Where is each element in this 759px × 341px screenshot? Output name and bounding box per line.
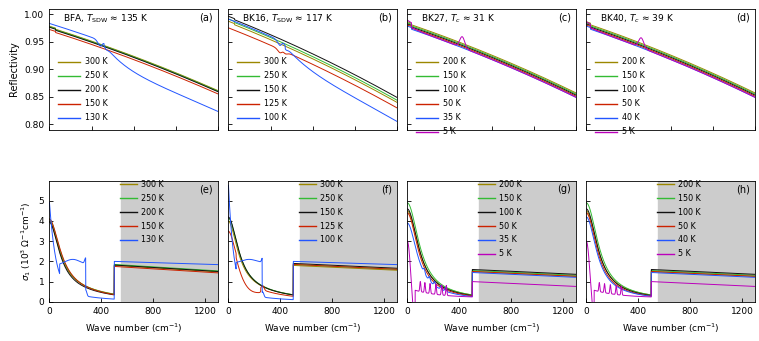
Text: (a): (a) [200,12,213,22]
Text: 130 K: 130 K [85,113,108,122]
X-axis label: Wave number (cm$^{-1}$): Wave number (cm$^{-1}$) [443,321,540,335]
Text: 250 K: 250 K [85,71,108,80]
Text: 40 K: 40 K [622,113,639,122]
Text: (f): (f) [381,184,392,194]
Text: 200 K: 200 K [85,85,108,94]
Bar [121,181,218,302]
Text: 300 K: 300 K [264,57,286,66]
Text: 200 K: 200 K [499,180,521,189]
Text: 5 K: 5 K [442,127,455,136]
Text: (b): (b) [378,12,392,22]
Text: 130 K: 130 K [140,236,163,244]
Text: 150 K: 150 K [622,71,644,80]
Text: 100 K: 100 K [622,85,644,94]
Text: 125 K: 125 K [264,99,287,108]
Text: 50 K: 50 K [442,99,461,108]
Text: 35 K: 35 K [499,236,516,244]
Text: 250 K: 250 K [320,194,342,203]
Text: 300 K: 300 K [85,57,108,66]
Text: 35 K: 35 K [442,113,461,122]
Text: 150 K: 150 K [320,208,342,217]
Text: 150 K: 150 K [678,194,701,203]
Text: 5 K: 5 K [678,249,690,258]
Text: (h): (h) [736,184,750,194]
Text: 250 K: 250 K [140,194,163,203]
Text: 150 K: 150 K [442,71,465,80]
Text: 200 K: 200 K [622,57,644,66]
Text: 150 K: 150 K [264,85,287,94]
Text: 40 K: 40 K [678,236,695,244]
Text: 100 K: 100 K [499,208,521,217]
Text: (d): (d) [736,12,750,22]
Bar [300,181,397,302]
Text: (e): (e) [200,184,213,194]
Text: 125 K: 125 K [320,222,342,231]
X-axis label: Wave number (cm$^{-1}$): Wave number (cm$^{-1}$) [264,321,361,335]
Text: BK16, $T_{\mathrm{SDW}}$ ≈ 117 K: BK16, $T_{\mathrm{SDW}}$ ≈ 117 K [242,12,333,25]
Text: 300 K: 300 K [140,180,163,189]
Bar [479,181,576,302]
Text: 100 K: 100 K [678,208,700,217]
Text: (c): (c) [558,12,571,22]
Text: 50 K: 50 K [678,222,695,231]
Text: 5 K: 5 K [499,249,512,258]
Text: BFA, $T_{\mathrm{SDW}}$ ≈ 135 K: BFA, $T_{\mathrm{SDW}}$ ≈ 135 K [63,12,148,25]
Text: 200 K: 200 K [140,208,163,217]
Text: 250 K: 250 K [264,71,287,80]
Text: 300 K: 300 K [320,180,342,189]
Text: 100 K: 100 K [320,236,342,244]
Text: 50 K: 50 K [499,222,516,231]
Y-axis label: $\sigma_1$ (10$^3$ $\Omega^{-1}$cm$^{-1}$): $\sigma_1$ (10$^3$ $\Omega^{-1}$cm$^{-1}… [19,202,33,281]
Text: 200 K: 200 K [442,57,465,66]
Y-axis label: Reflectivity: Reflectivity [9,42,19,97]
Text: BK27, $T_c$ ≈ 31 K: BK27, $T_c$ ≈ 31 K [420,12,495,25]
Text: 50 K: 50 K [622,99,640,108]
Text: 100 K: 100 K [442,85,465,94]
X-axis label: Wave number (cm$^{-1}$): Wave number (cm$^{-1}$) [622,321,720,335]
Bar [658,181,755,302]
X-axis label: Wave number (cm$^{-1}$): Wave number (cm$^{-1}$) [85,321,183,335]
Text: 100 K: 100 K [264,113,286,122]
Text: 150 K: 150 K [499,194,521,203]
Text: 5 K: 5 K [622,127,635,136]
Text: BK40, $T_c$ ≈ 39 K: BK40, $T_c$ ≈ 39 K [600,12,674,25]
Text: (g): (g) [557,184,571,194]
Text: 150 K: 150 K [85,99,108,108]
Text: 200 K: 200 K [678,180,701,189]
Text: 150 K: 150 K [140,222,163,231]
